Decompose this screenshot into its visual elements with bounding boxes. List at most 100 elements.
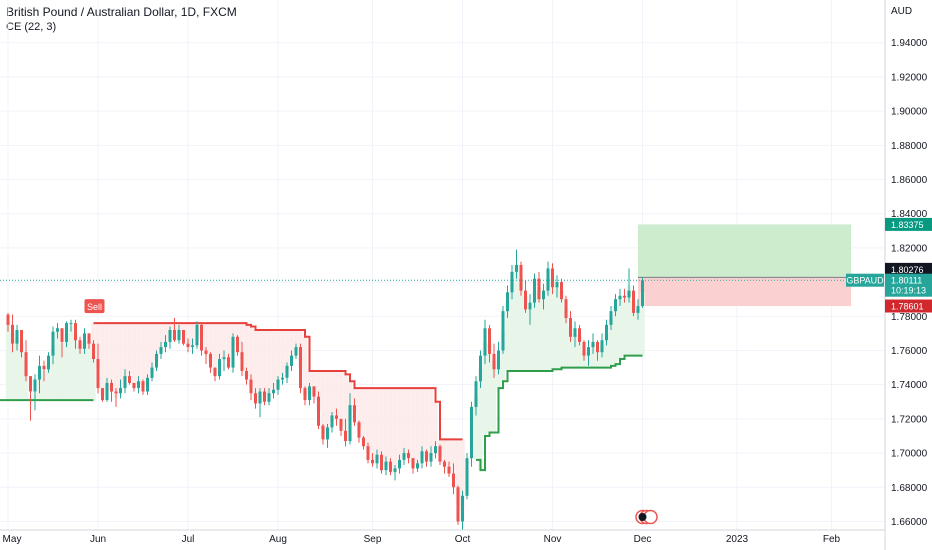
ce-short-fill: [361, 388, 366, 443]
ce-short-fill: [374, 388, 380, 460]
candle: [407, 449, 410, 464]
candle: [465, 453, 469, 500]
time-tick-label: Jun: [90, 534, 106, 545]
candle: [173, 318, 176, 342]
candle: [51, 326, 55, 365]
candle: [578, 324, 581, 346]
candle: [524, 280, 527, 313]
ce-long-fill: [473, 395, 479, 460]
candle: [267, 388, 271, 406]
candle: [299, 343, 302, 394]
candle-body: [20, 329, 23, 353]
candle: [429, 446, 433, 467]
candle-body: [33, 379, 37, 392]
candle: [69, 319, 73, 332]
candle-body: [105, 382, 109, 401]
candle-body: [38, 365, 41, 380]
time-tick-label: 2023: [726, 534, 749, 545]
candle-body: [393, 468, 397, 472]
candle-body: [429, 453, 433, 462]
candle: [110, 379, 113, 402]
ce-short-fill: [217, 323, 222, 367]
price-tick-label: 1.84000: [891, 209, 928, 220]
ce-long-fill: [577, 335, 582, 368]
candle: [605, 319, 608, 346]
target-price-tag: [885, 217, 932, 231]
ce-short-fill: [455, 439, 461, 506]
candle-body: [609, 311, 613, 325]
ce-long-fill: [55, 330, 60, 401]
candle: [623, 288, 626, 303]
candle-body: [564, 299, 568, 318]
candle: [281, 372, 284, 385]
candle: [101, 388, 104, 402]
ce-long-stop-line: [476, 354, 643, 472]
ce-short-fill: [158, 323, 164, 351]
candle-body: [101, 388, 104, 401]
ce-short-fill: [221, 323, 227, 361]
stop-price: 1.78601: [891, 302, 924, 312]
ce-long-fill: [64, 334, 69, 401]
ce-long-fill: [514, 264, 519, 371]
candle: [78, 336, 82, 354]
candle-body: [348, 405, 352, 442]
price-tick-label: 1.82000: [891, 243, 928, 254]
ce-short-fill: [244, 324, 249, 377]
ce-short-fill: [140, 323, 146, 388]
chandelier-exit-lines: [0, 322, 643, 472]
candle-body: [164, 341, 167, 348]
candle-body: [492, 353, 496, 370]
candle-body: [290, 355, 293, 366]
candle-body: [303, 388, 307, 401]
candle: [326, 424, 329, 448]
candle-body: [308, 386, 311, 401]
candle-body: [375, 454, 379, 464]
ce-long-fill: [536, 287, 542, 371]
candle-body: [137, 381, 140, 389]
candle-body: [425, 451, 428, 462]
ce-long-fill: [5, 322, 11, 401]
ce-long-fill: [554, 286, 560, 370]
sell-marker: Sell: [84, 299, 105, 314]
candle: [231, 333, 235, 373]
ce-long-fill: [482, 341, 488, 436]
candle-body: [222, 357, 226, 360]
candle-body: [623, 295, 626, 298]
candle-body: [42, 365, 46, 370]
ce-long-fill: [559, 290, 564, 368]
ce-short-fill: [203, 323, 209, 356]
candle-body: [335, 415, 338, 419]
candle: [245, 367, 248, 385]
candle-body: [636, 306, 640, 313]
position-zones: [638, 224, 851, 307]
ce-long-fill: [590, 343, 596, 368]
entry-price: 1.80276: [891, 265, 924, 275]
ce-long-fill: [545, 278, 551, 371]
candle: [627, 268, 631, 303]
symbol-tag: [846, 273, 884, 287]
candle: [222, 350, 226, 371]
candle: [542, 283, 545, 310]
ce-short-fill: [410, 388, 416, 466]
candle: [456, 485, 460, 525]
ce-short-fill: [208, 323, 213, 363]
ce-short-fill: [118, 323, 123, 389]
candle-body: [483, 328, 487, 356]
candle: [618, 288, 622, 307]
candle-body: [411, 458, 415, 469]
price-tick-label: 1.68000: [891, 483, 928, 494]
candle-body: [402, 453, 406, 460]
candle: [519, 261, 523, 296]
candle-body: [204, 350, 208, 354]
ce-short-fill: [275, 329, 281, 386]
candle-body: [110, 382, 113, 392]
candle-body: [29, 376, 32, 392]
candle: [42, 360, 46, 382]
ce-long-fill: [523, 296, 528, 371]
candle-body: [542, 290, 545, 300]
candle-body: [546, 268, 550, 291]
candle: [560, 278, 563, 303]
candle: [420, 446, 424, 469]
